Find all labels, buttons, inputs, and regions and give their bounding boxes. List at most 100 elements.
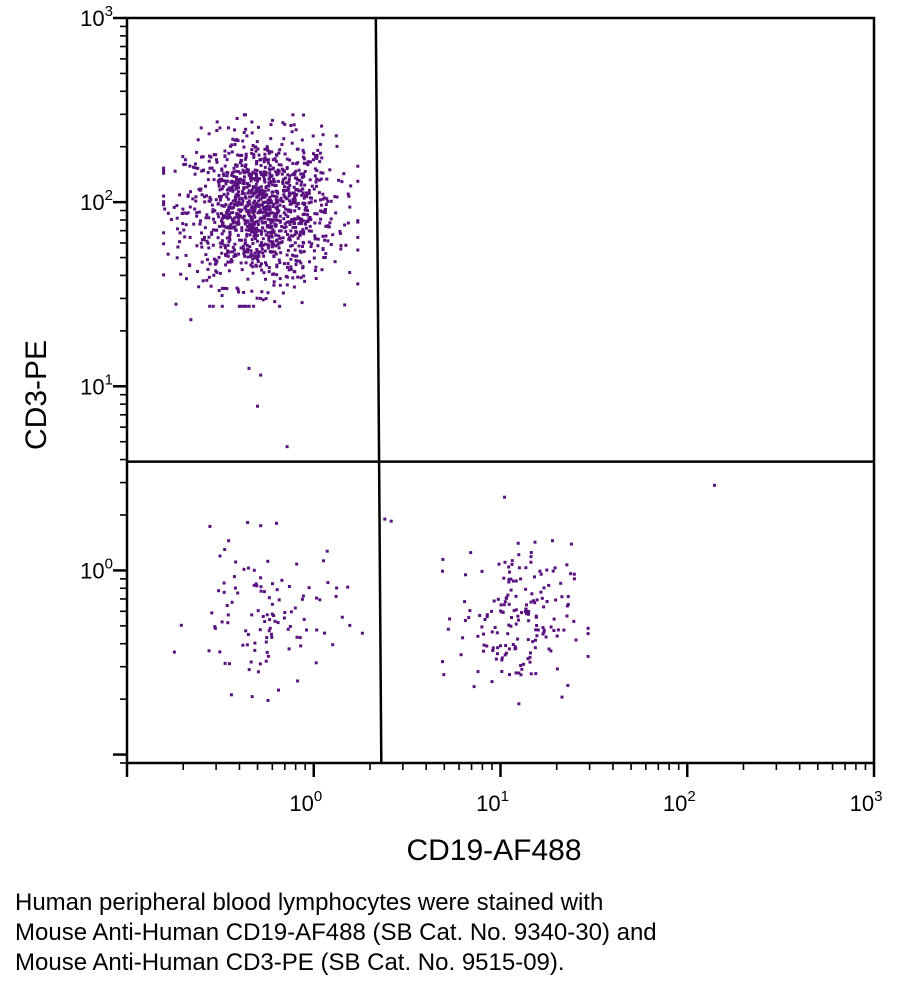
data-point <box>210 166 214 170</box>
data-point <box>228 232 232 236</box>
data-point <box>212 273 216 277</box>
data-point <box>313 154 317 157</box>
data-point <box>242 131 246 134</box>
data-point <box>227 213 231 217</box>
data-point <box>303 279 307 283</box>
data-point <box>255 169 259 172</box>
data-point <box>238 177 242 181</box>
data-point <box>263 171 267 175</box>
data-point <box>194 199 198 203</box>
data-point <box>207 235 211 239</box>
quadrant-gates <box>127 17 874 764</box>
data-point <box>309 245 313 249</box>
data-point <box>228 235 232 239</box>
data-point <box>542 630 546 634</box>
data-point <box>220 294 224 297</box>
data-point <box>296 202 300 206</box>
data-point <box>233 225 237 229</box>
data-point <box>255 175 258 179</box>
data-point <box>305 193 309 197</box>
data-point <box>268 225 272 229</box>
data-point <box>303 183 307 187</box>
data-point <box>239 261 243 265</box>
data-point <box>226 197 230 201</box>
data-point <box>508 673 511 677</box>
data-point <box>217 255 221 259</box>
data-point <box>320 156 324 160</box>
data-point <box>485 615 489 619</box>
data-point <box>247 189 251 193</box>
data-point <box>315 156 319 160</box>
data-point <box>226 250 230 254</box>
data-point <box>467 616 471 620</box>
data-point <box>279 196 283 200</box>
data-point <box>304 226 308 230</box>
data-point <box>528 660 532 664</box>
data-point <box>179 272 183 276</box>
data-point <box>258 296 262 300</box>
data-point <box>298 178 302 182</box>
data-point <box>257 205 261 208</box>
data-point <box>272 202 276 206</box>
data-point <box>220 187 224 191</box>
data-point <box>226 209 229 213</box>
data-point <box>235 164 239 168</box>
data-point <box>288 625 292 628</box>
data-point <box>236 192 240 196</box>
data-point <box>339 244 343 248</box>
x-tick-label: 101 <box>476 788 509 816</box>
data-point <box>188 235 192 239</box>
data-point <box>252 227 256 231</box>
data-point <box>256 199 260 203</box>
data-point <box>233 242 237 246</box>
data-point <box>280 172 284 176</box>
data-point <box>293 201 297 205</box>
data-point <box>228 230 232 234</box>
data-point <box>287 187 291 191</box>
data-point <box>212 217 215 221</box>
data-point <box>253 199 257 203</box>
data-point <box>232 575 236 579</box>
data-point <box>253 168 257 172</box>
data-point <box>256 258 260 261</box>
data-point <box>182 211 186 215</box>
data-point <box>268 618 272 622</box>
data-point <box>283 195 287 199</box>
data-point <box>356 220 360 224</box>
data-point <box>255 202 258 205</box>
data-point <box>244 221 248 225</box>
data-point <box>514 671 518 675</box>
data-point <box>270 179 274 183</box>
data-point <box>234 197 238 201</box>
data-point <box>529 600 533 604</box>
data-point <box>264 261 267 265</box>
data-point <box>233 248 236 252</box>
data-point <box>250 224 253 228</box>
data-point <box>203 235 206 239</box>
data-point <box>255 239 259 243</box>
data-point <box>282 193 286 197</box>
data-point <box>202 168 205 172</box>
data-point <box>271 166 275 170</box>
data-point <box>252 210 256 214</box>
data-point <box>247 304 251 308</box>
data-point <box>272 254 276 258</box>
data-point <box>263 152 267 156</box>
data-point <box>224 211 228 214</box>
data-point <box>278 214 282 218</box>
data-point <box>315 169 319 173</box>
data-point <box>290 220 294 224</box>
data-point <box>266 243 270 247</box>
data-point <box>284 213 288 217</box>
data-point <box>314 180 318 184</box>
data-point <box>326 239 330 243</box>
data-point <box>311 134 315 138</box>
data-point <box>312 256 316 260</box>
data-point <box>226 243 230 247</box>
data-point <box>252 208 255 212</box>
data-point <box>255 296 259 300</box>
data-point <box>263 147 267 151</box>
data-point <box>251 194 255 198</box>
data-point <box>218 188 222 192</box>
data-point <box>273 157 277 161</box>
